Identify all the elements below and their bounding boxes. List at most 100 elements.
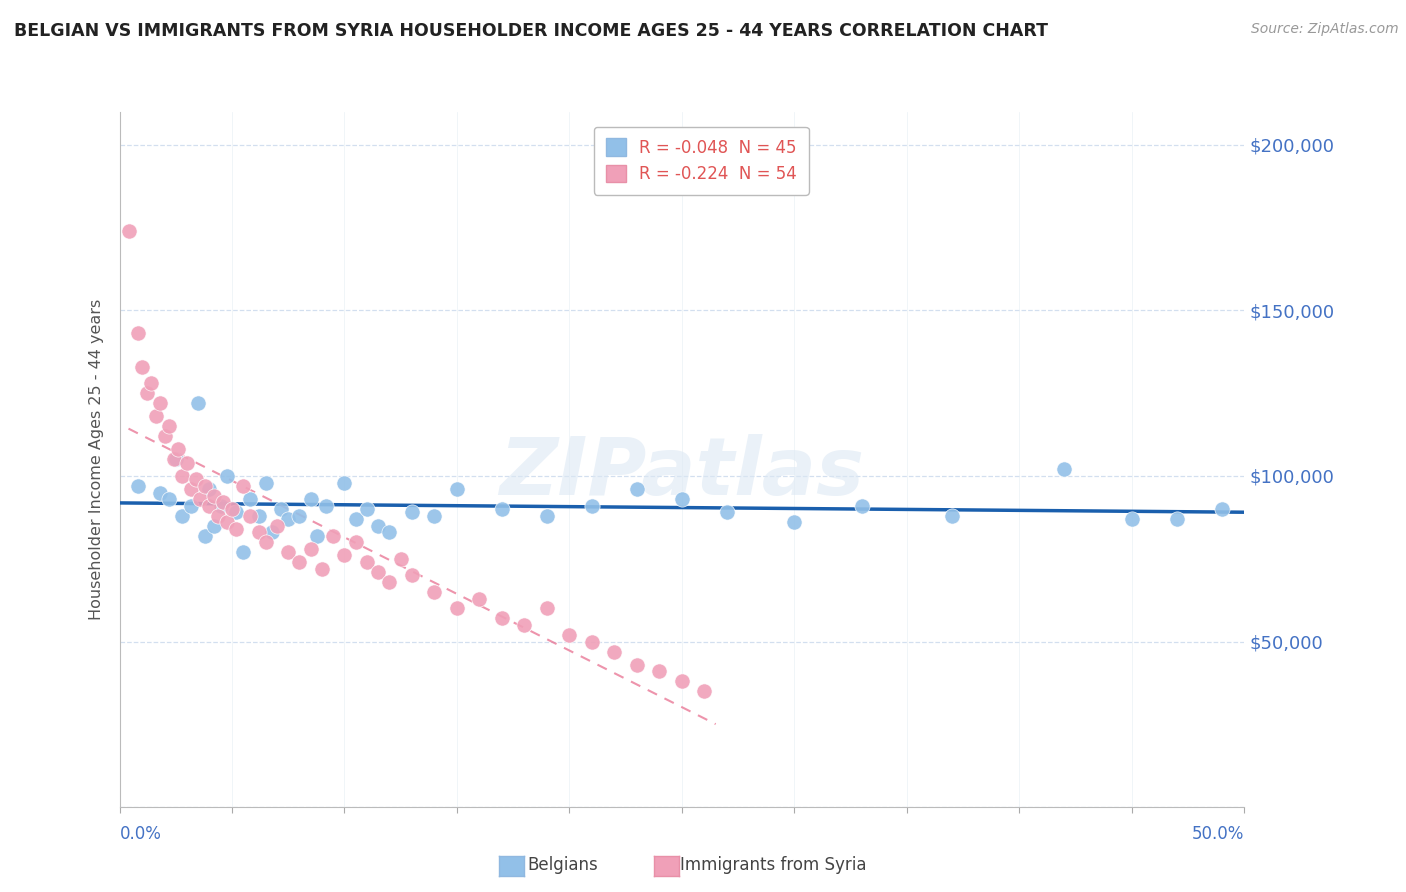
Point [232,479,254,493]
Text: Source: ZipAtlas.com: Source: ZipAtlas.com [1251,22,1399,37]
Point [626,657,648,672]
Point [783,516,806,530]
Point [217,469,239,483]
Point [254,475,277,490]
Point [162,452,184,467]
Point [202,518,225,533]
Point [491,611,513,625]
Text: Immigrants from Syria: Immigrants from Syria [681,856,866,874]
Point [468,591,491,606]
Point [693,684,716,698]
Point [581,499,603,513]
Point [117,224,139,238]
Text: BELGIAN VS IMMIGRANTS FROM SYRIA HOUSEHOLDER INCOME AGES 25 - 44 YEARS CORRELATI: BELGIAN VS IMMIGRANTS FROM SYRIA HOUSEHO… [14,22,1047,40]
Point [202,489,225,503]
Point [1053,462,1076,476]
Point [389,551,412,566]
Point [176,456,198,470]
Point [307,528,329,542]
Point [221,502,243,516]
Point [671,492,693,507]
Point [127,326,149,341]
Point [149,485,172,500]
Point [446,482,468,496]
Point [851,499,873,513]
Point [270,502,292,516]
Point [401,568,423,582]
Point [941,508,963,523]
Point [288,555,311,569]
Point [239,492,262,507]
Point [187,396,209,410]
Point [262,525,284,540]
Point [172,508,194,523]
Point [536,601,558,615]
Point [648,665,671,679]
Point [225,505,247,519]
Point [277,545,299,559]
Text: Belgians: Belgians [527,856,598,874]
Point [716,505,738,519]
Point [145,409,167,424]
Point [232,545,254,559]
Point [401,505,423,519]
Point [378,525,401,540]
Point [135,386,157,401]
Point [167,442,190,457]
Point [180,499,202,513]
Point [239,508,262,523]
Point [344,512,367,526]
Point [367,518,389,533]
Point [333,475,356,490]
Point [247,508,270,523]
Point [536,508,558,523]
Point [367,565,389,579]
Point [131,359,153,374]
Point [513,618,536,632]
Point [277,512,299,526]
Point [247,525,270,540]
Point [356,502,378,516]
Point [153,429,176,443]
Point [149,396,172,410]
Point [139,376,162,391]
Text: 0.0%: 0.0% [120,825,162,843]
Point [299,541,322,556]
Point [172,469,194,483]
Point [423,585,446,599]
Point [299,492,322,507]
Point [315,499,337,513]
Point [184,472,207,486]
Point [254,535,277,549]
Point [446,601,468,615]
Point [198,499,221,513]
Point [491,502,513,516]
Point [194,479,217,493]
Point [423,508,446,523]
Point [165,452,187,467]
Y-axis label: Householder Income Ages 25 - 44 years: Householder Income Ages 25 - 44 years [89,299,104,620]
Point [225,522,247,536]
Point [194,528,217,542]
Point [190,492,212,507]
Point [1211,502,1233,516]
Point [356,555,378,569]
Point [207,508,229,523]
Point [626,482,648,496]
Text: 50.0%: 50.0% [1192,825,1244,843]
Point [1166,512,1188,526]
Point [217,516,239,530]
Point [344,535,367,549]
Point [180,482,202,496]
Point [209,499,232,513]
Point [212,495,235,509]
Point [127,479,149,493]
Point [671,674,693,689]
Point [198,482,221,496]
Text: ZIPatlas: ZIPatlas [499,434,865,512]
Point [558,628,581,642]
Legend: R = -0.048  N = 45, R = -0.224  N = 54: R = -0.048 N = 45, R = -0.224 N = 54 [595,127,808,194]
Point [311,562,333,576]
Point [603,644,626,658]
Point [581,634,603,648]
